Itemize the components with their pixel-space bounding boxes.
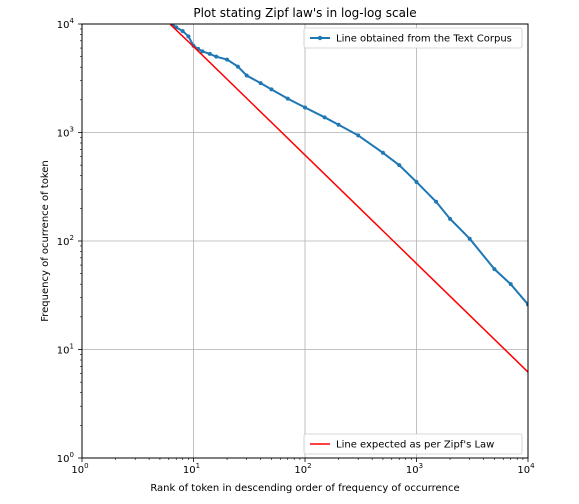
legend-box — [303, 433, 523, 455]
series-1-point — [235, 64, 240, 69]
series-1-point — [508, 282, 513, 287]
series-layer — [169, 24, 528, 373]
y-axis-label: Frequency of ocurrence of token — [40, 160, 51, 322]
series-1-point — [434, 199, 439, 204]
ticks: 100 101 102 103 104 100 101 102 103 104 — [57, 17, 535, 476]
series-1-point — [414, 179, 419, 184]
legend-marker — [317, 35, 323, 41]
series-1-point — [269, 87, 274, 92]
series-1-point — [258, 81, 263, 86]
legend-2: Line expected as per Zipf's Law — [303, 433, 523, 455]
series-1-point — [448, 216, 453, 221]
y-tick-label: 102 — [57, 234, 74, 248]
series-1-point — [225, 57, 230, 62]
series-1-point — [186, 34, 191, 39]
grid — [81, 23, 529, 459]
y-tick-label: 103 — [57, 126, 74, 140]
series-1-point — [356, 133, 361, 138]
series-2-line — [169, 24, 528, 373]
x-tick-label: 102 — [294, 462, 311, 476]
x-tick-label: 104 — [517, 462, 535, 476]
series-1-point — [207, 51, 212, 56]
series-1-point — [467, 236, 472, 241]
series-1-line — [172, 24, 528, 306]
series-1-point — [214, 54, 219, 59]
legend-label: Line expected as per Zipf's Law — [336, 440, 494, 451]
series-2 — [169, 24, 528, 373]
y-tick-label: 104 — [57, 17, 75, 31]
y-tick-label: 101 — [57, 343, 74, 357]
chart-title: Plot stating Zipf law's in log-log scale — [193, 6, 416, 20]
y-tick-label: 100 — [57, 451, 74, 465]
series-1-point — [336, 122, 341, 127]
series-1-point — [492, 267, 497, 272]
series-1-point — [200, 49, 205, 54]
legends: Line obtained from the Text Corpus Line e… — [303, 27, 523, 455]
series-1-point — [303, 105, 307, 110]
legend-1: Line obtained from the Text Corpus — [303, 27, 523, 49]
legend-label: Line obtained from the Text Corpus — [336, 34, 512, 45]
legend-box — [303, 27, 523, 49]
x-tick-label: 103 — [406, 462, 423, 476]
series-1-point — [380, 150, 385, 155]
series-1-point — [180, 29, 185, 34]
series-1-point — [397, 163, 402, 168]
x-tick-label: 101 — [183, 462, 200, 476]
x-axis-label: Rank of token in descending order of fre… — [150, 483, 459, 494]
x-tick-label: 100 — [71, 462, 88, 476]
series-1-point — [285, 96, 290, 101]
series-1 — [170, 24, 528, 307]
series-1-point — [244, 73, 249, 78]
series-1-point — [322, 115, 327, 120]
